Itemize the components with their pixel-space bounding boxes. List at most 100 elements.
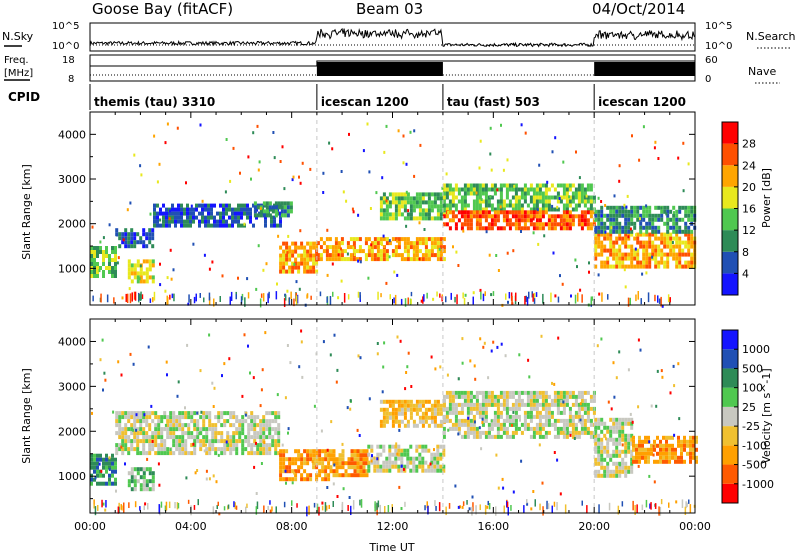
heatmap-cell-9 [538,218,542,223]
heatmap-cell-7 [466,430,470,435]
heatmap-cell-6 [400,403,404,408]
heatmap-cell-1 [136,411,140,416]
heatmap-cell-1 [142,415,146,420]
heatmap-cell-5 [382,468,386,473]
heatmap-cell-7 [556,390,560,395]
heatmap-cell-0 [90,477,93,482]
heatmap-cell-1 [214,427,218,432]
heatmap-clutter [283,298,286,308]
heatmap-clutter [598,504,600,514]
heatmap-cell-7 [490,422,494,427]
heatmap-cell-1 [118,244,122,249]
heatmap-cell-1 [157,443,161,448]
heatmap-cell-5 [424,468,428,473]
heatmap-cell-9 [445,222,449,227]
heatmap-cell-1 [166,415,170,420]
heatmap-cell-5 [315,245,319,250]
heatmap-cell-1 [190,443,194,448]
heatmap-cell-7 [484,394,488,399]
heatmap-cell-1 [238,435,242,440]
heatmap-cell-6 [430,415,434,420]
heatmap-cell-7 [484,430,488,435]
heatmap-cell-10 [612,240,616,245]
heatmap-cell-2 [145,483,149,488]
heatmap-cell-4 [329,457,333,462]
heatmap-cell-10 [612,252,616,257]
heatmap-cell-1 [208,447,212,452]
heatmap-cell-6 [433,407,437,412]
heatmap-cell-2 [165,207,168,212]
heatmap-cell-5 [421,444,425,449]
heatmap-cell-9 [448,210,452,215]
heatmap-cell-7 [529,394,533,399]
heatmap-cell-1 [148,443,152,448]
heatmap-cell-7 [586,406,590,411]
heatmap-cell-8 [624,469,628,474]
heatmap-cell-8 [577,183,581,188]
heatmap-cell-7 [418,204,422,209]
heatmap-cell-5 [388,452,392,457]
heatmap-cell-11 [690,229,694,234]
heatmap-cell-10 [627,244,631,249]
heatmap-cell-10 [669,244,673,249]
heatmap-cell-10 [636,248,640,253]
heatmap-speckle [333,463,336,467]
heatmap-cell-7 [547,394,551,399]
heatmap-clutter [195,293,197,302]
heatmap-cell-5 [388,444,392,449]
heatmap-cell-7 [454,418,458,423]
heatmap-cell-8 [547,199,551,204]
heatmap-cell-10 [606,256,610,261]
heatmap-cell-9 [671,447,674,452]
heatmap-cell-1 [115,431,119,436]
heatmap-speckle [520,459,523,463]
heatmap-speckle [552,251,555,255]
heatmap-cell-7 [553,422,557,427]
heatmap-cell-2 [180,215,183,220]
heatmap-clutter [574,294,577,304]
heatmap-cell-1 [130,439,134,444]
heatmap-cell-8 [597,437,601,442]
heatmap-cell-9 [547,222,551,227]
heatmap-cell-2 [219,203,222,208]
heatmap-cell-7 [388,204,392,209]
heatmap-cell-10 [642,248,646,253]
heatmap-speckle [648,474,651,478]
heatmap-speckle [301,375,304,379]
heatmap-clutter [97,505,99,511]
heatmap-speckle [196,411,199,415]
heatmap-cell-11 [666,209,670,214]
heatmap-cell-10 [687,264,691,269]
heatmap-cell-7 [529,414,533,419]
heatmap-cell-8 [574,207,578,212]
heatmap-cell-3 [253,213,257,218]
heatmap-cell-0 [96,457,99,462]
heatmap-cell-11 [609,213,613,218]
heatmap-cell-8 [568,187,572,192]
heatmap-cell-7 [430,192,434,197]
heatmap-cell-4 [127,259,131,264]
heatmap-cell-8 [478,199,482,204]
heatmap-speckle [359,260,362,264]
heatmap-cell-1 [268,443,272,448]
heatmap-clutter [495,506,497,516]
heatmap-cell-7 [505,414,509,419]
heatmap-cell-2 [204,215,207,220]
heatmap-cell-1 [202,439,206,444]
heatmap-speckle [652,453,655,457]
heatmap-cell-5 [424,444,428,449]
heatmap-cell-1 [130,236,134,241]
heatmap-cell-7 [544,398,548,403]
heatmap-cell-3 [265,209,269,214]
heatmap-cell-7 [580,390,584,395]
heatmap-cell-6 [427,249,431,254]
heatmap-cell-5 [291,253,295,258]
heatmap-cell-11 [597,221,601,226]
heatmap-cell-1 [142,431,146,436]
heatmap-cell-3 [297,465,301,470]
heatmap-cell-6 [319,245,323,250]
heatmap-cell-7 [436,192,440,197]
heatmap-cell-11 [666,225,670,230]
heatmap-cell-7 [487,402,491,407]
heatmap-cell-1 [220,451,224,456]
